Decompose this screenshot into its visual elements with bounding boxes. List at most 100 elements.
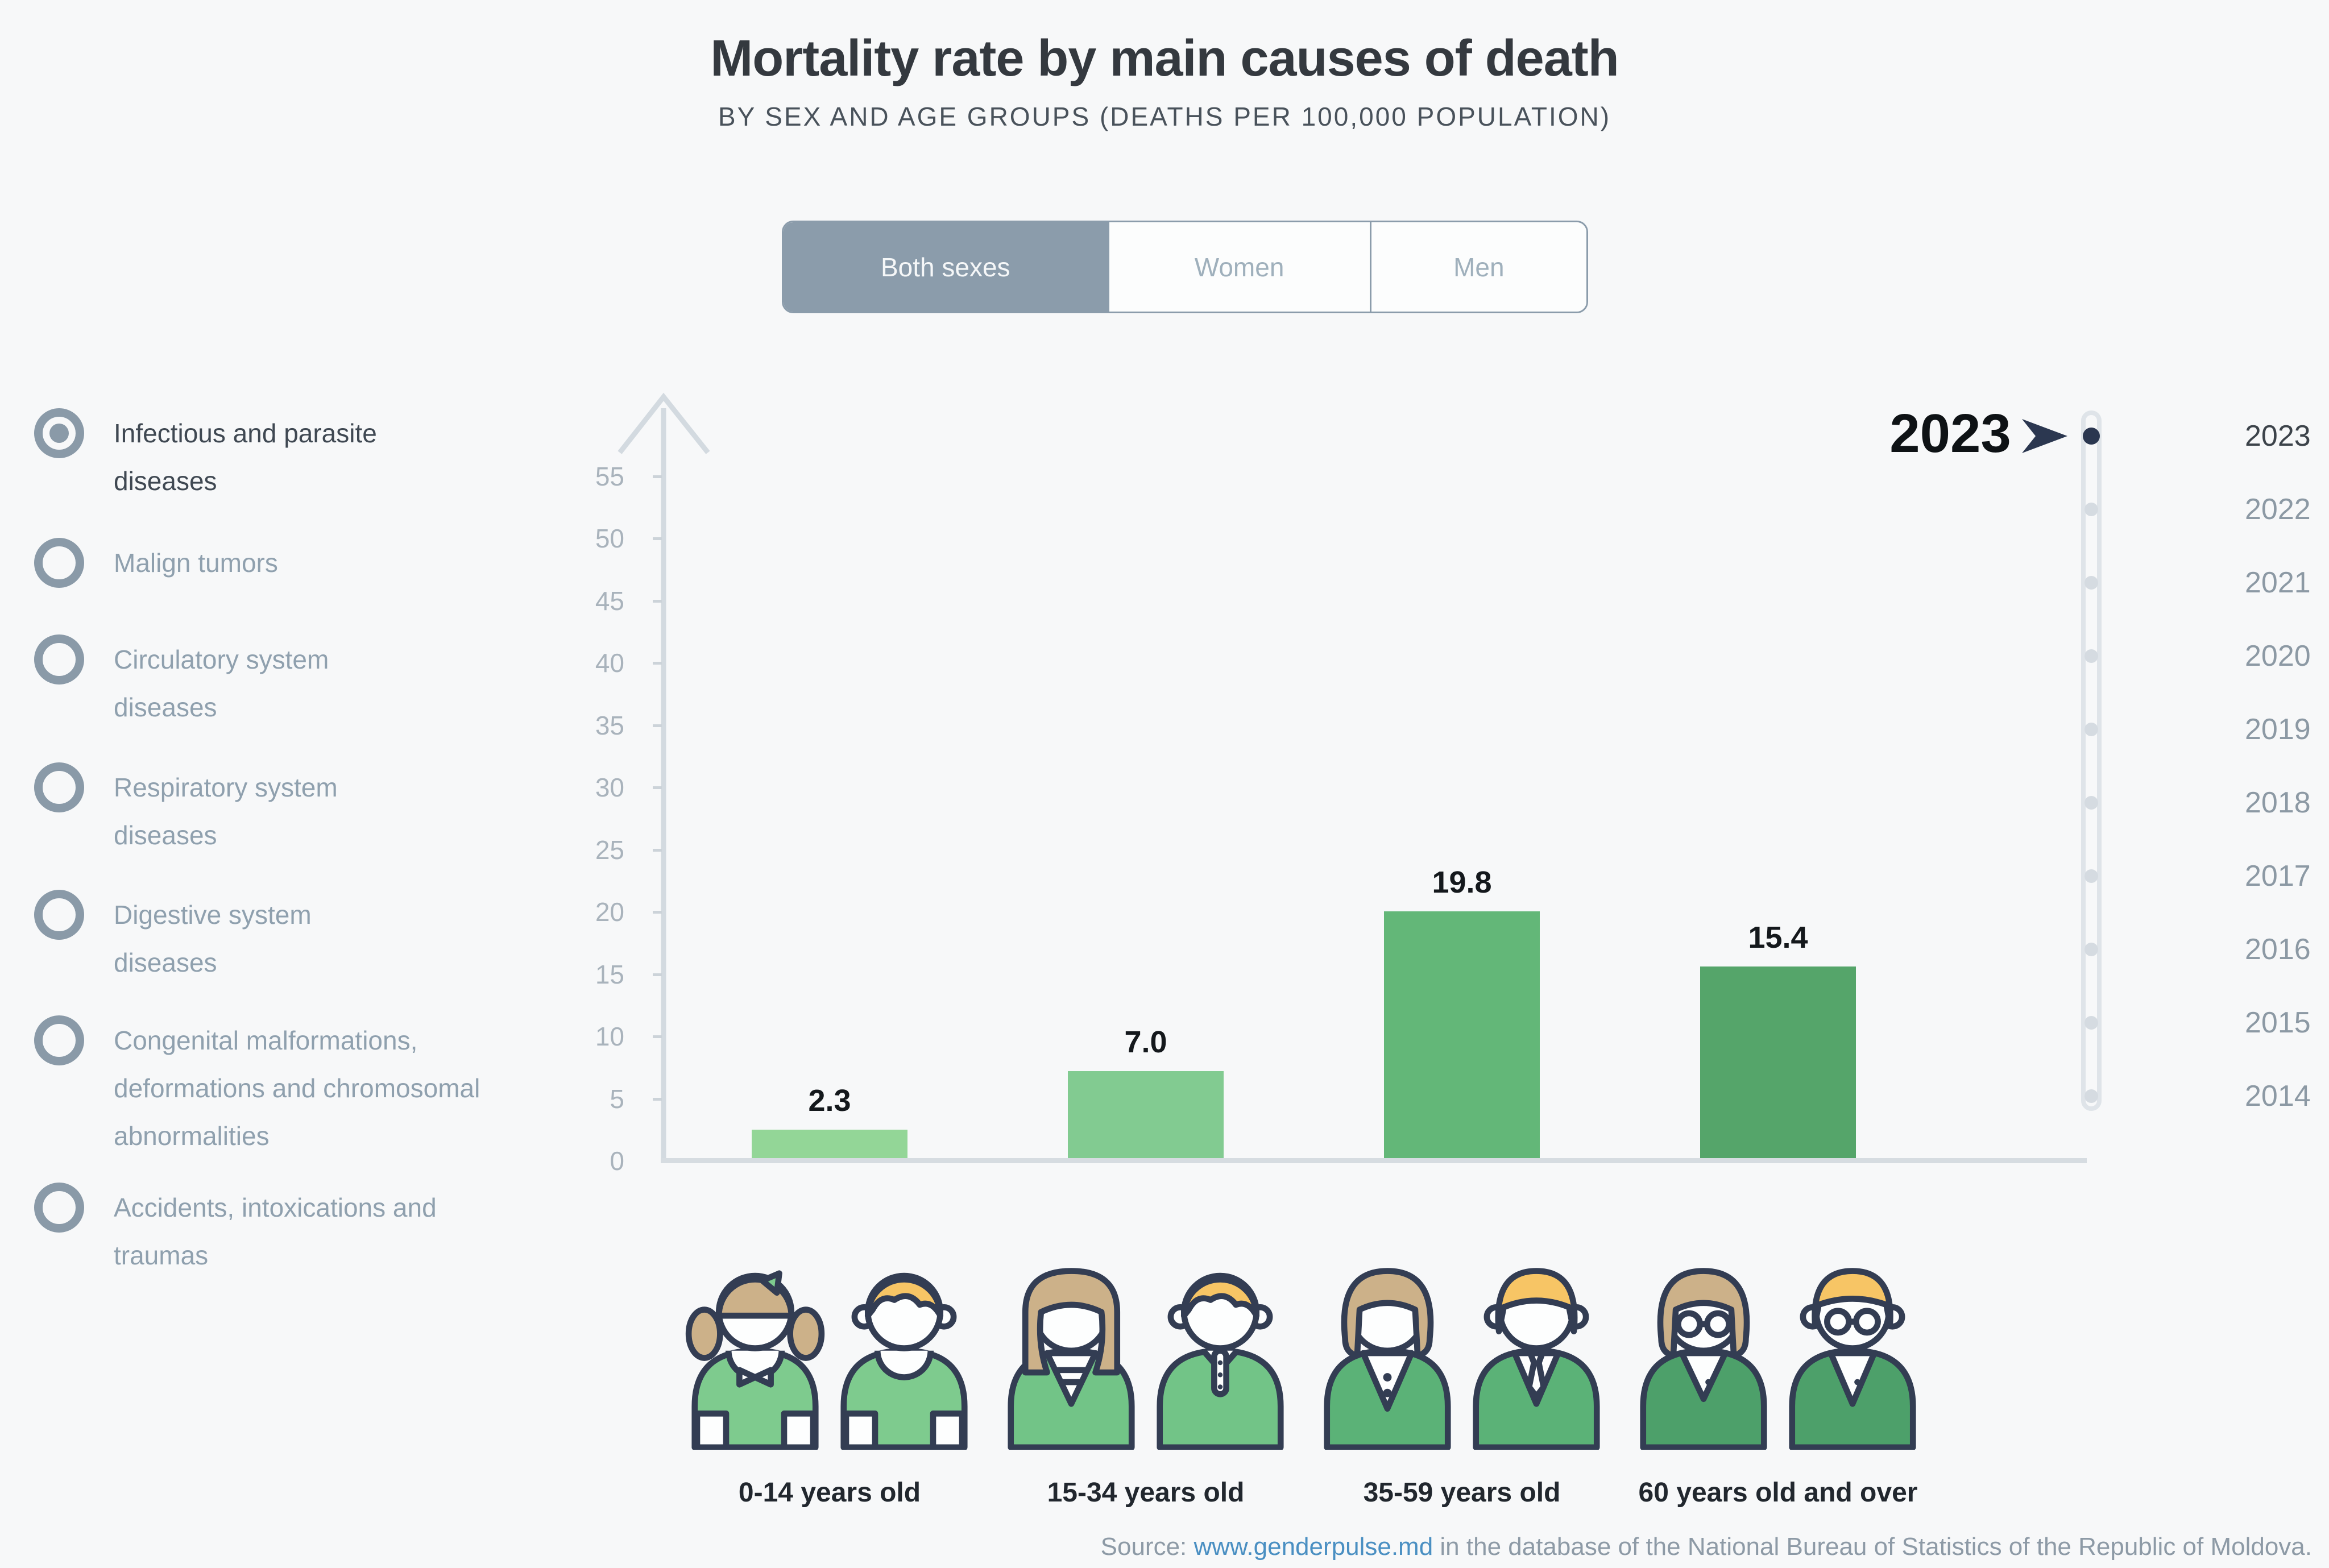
- timeline-dot-2019[interactable]: [2085, 723, 2098, 736]
- cause-malign-tumors-radio[interactable]: Malign tumors: [34, 538, 278, 588]
- y-tick-label: 20: [595, 897, 624, 927]
- y-tick-mark: [653, 475, 662, 478]
- senior-woman-icon: [1640, 1268, 1767, 1450]
- cause-label: Malign tumors: [114, 548, 278, 578]
- y-tick-mark: [653, 973, 662, 976]
- bar-15-34: [1068, 1071, 1224, 1158]
- age-label-60-over: 60 years old and over: [1638, 1478, 1918, 1508]
- y-tick-label: 30: [595, 773, 624, 802]
- timeline-dot-2020[interactable]: [2085, 649, 2098, 663]
- page-subtitle: BY SEX AND AGE GROUPS (DEATHS PER 100,00…: [718, 102, 1611, 131]
- radio-icon: [34, 762, 84, 812]
- y-tick-label: 15: [595, 959, 624, 989]
- y-axis-arrow-icon: [618, 392, 710, 1161]
- age-group-35-59: 35-59 years old: [1308, 1256, 1615, 1508]
- cause-circulatory-radio[interactable]: Circulatory system diseases: [34, 634, 409, 731]
- cause-congenital-radio[interactable]: Congenital malformations, deformations a…: [34, 1015, 512, 1160]
- bar-value: 7.0: [1124, 1025, 1167, 1059]
- y-tick-mark: [653, 724, 662, 727]
- y-tick-mark: [653, 786, 662, 789]
- source-line: Source: www.genderpulse.md in the databa…: [1101, 1533, 2312, 1561]
- age-group-0-14: 0-14 years old: [676, 1256, 983, 1508]
- y-tick-label: 45: [595, 586, 624, 616]
- play-arrow-icon[interactable]: [2022, 418, 2070, 454]
- source-suffix: in the database of the National Bureau o…: [1433, 1533, 2312, 1561]
- timeline-year-2015[interactable]: 2015: [2245, 1006, 2311, 1039]
- timeline-year-2019[interactable]: 2019: [2245, 713, 2311, 746]
- y-tick-label: 50: [595, 524, 624, 553]
- timeline-year-2023[interactable]: 2023: [2245, 420, 2311, 453]
- timeline-track[interactable]: [2081, 410, 2102, 1111]
- bar-col-0-14: 2.3: [752, 1083, 907, 1158]
- radio-icon: [34, 634, 84, 685]
- cause-infectious-radio[interactable]: Infectious and parasite diseases: [34, 408, 432, 505]
- cause-label: Circulatory system diseases: [114, 645, 329, 722]
- y-tick-mark: [653, 599, 662, 603]
- cause-label: Digestive system diseases: [114, 900, 312, 977]
- age-group-60-over: 60 years old and over: [1625, 1256, 1932, 1508]
- bar-value: 2.3: [808, 1084, 851, 1118]
- tab-women[interactable]: Women: [1107, 222, 1370, 312]
- bar-col-35-59: 19.8: [1384, 865, 1540, 1158]
- radio-icon: [34, 1015, 84, 1065]
- cause-label: Respiratory system diseases: [114, 773, 338, 850]
- bar-value: 15.4: [1748, 920, 1808, 955]
- cause-label: Infectious and parasite diseases: [114, 418, 377, 496]
- timeline-year-2021[interactable]: 2021: [2245, 566, 2311, 599]
- radio-icon: [34, 890, 84, 940]
- cause-accidents-radio[interactable]: Accidents, intoxications and traumas: [34, 1183, 489, 1279]
- timeline-year-2018[interactable]: 2018: [2245, 786, 2311, 819]
- timeline-dot-2015[interactable]: [2085, 1016, 2098, 1030]
- timeline-dot-2021[interactable]: [2085, 576, 2098, 590]
- boy-icon: [840, 1272, 968, 1450]
- y-tick-label: 35: [595, 710, 624, 740]
- timeline-dot-2018[interactable]: [2085, 796, 2098, 810]
- timeline-dot-2014[interactable]: [2085, 1089, 2098, 1103]
- timeline-dot-2023[interactable]: [2083, 428, 2100, 445]
- adult-woman-icon: [1324, 1268, 1451, 1450]
- adult-man-icon: [1473, 1268, 1600, 1450]
- cause-label: Accidents, intoxications and traumas: [114, 1193, 437, 1270]
- timeline-year-2020[interactable]: 2020: [2245, 640, 2311, 673]
- radio-icon: [34, 1183, 84, 1233]
- bar-col-60-over: 15.4: [1700, 920, 1856, 1158]
- timeline-dot-2022[interactable]: [2085, 503, 2098, 516]
- timeline-dot-2016[interactable]: [2085, 943, 2098, 956]
- y-axis-tick-labels: 55 50 45 40 35 30 25 20 15 10 5 0: [499, 0, 624, 1568]
- cause-digestive-radio[interactable]: Digestive system diseases: [34, 890, 409, 986]
- bar-35-59: [1384, 911, 1540, 1158]
- timeline-year-2016[interactable]: 2016: [2245, 933, 2311, 966]
- timeline-year-2022[interactable]: 2022: [2245, 493, 2311, 526]
- age-label-0-14: 0-14 years old: [738, 1478, 921, 1508]
- cause-respiratory-radio[interactable]: Respiratory system diseases: [34, 762, 409, 859]
- tab-both-sexes[interactable]: Both sexes: [784, 222, 1108, 312]
- bar-60-over: [1700, 966, 1856, 1158]
- timeline-year-2014[interactable]: 2014: [2245, 1080, 2311, 1113]
- y-tick-label: 55: [595, 461, 624, 491]
- x-axis-line: [661, 1158, 2087, 1163]
- y-tick-label: 40: [595, 648, 624, 678]
- y-tick-label: 10: [595, 1022, 624, 1051]
- age-label-15-34: 15-34 years old: [1047, 1478, 1245, 1508]
- girl-icon: [685, 1270, 825, 1450]
- timeline-dot-2017[interactable]: [2085, 869, 2098, 883]
- source-link[interactable]: www.genderpulse.md: [1193, 1533, 1433, 1561]
- y-tick-label: 0: [610, 1146, 624, 1176]
- selected-year-label: 2023: [1889, 403, 2011, 464]
- y-tick-label: 25: [595, 835, 624, 865]
- bar-0-14: [752, 1130, 907, 1158]
- y-tick-mark: [653, 1035, 662, 1038]
- cause-label: Congenital malformations, deformations a…: [114, 1026, 480, 1151]
- bar-col-15-34: 7.0: [1068, 1024, 1224, 1158]
- timeline-year-2017[interactable]: 2017: [2245, 860, 2311, 893]
- tab-men[interactable]: Men: [1369, 222, 1586, 312]
- y-tick-mark: [653, 662, 662, 665]
- y-tick-mark: [653, 848, 662, 852]
- page-title: Mortality rate by main causes of death: [710, 30, 1619, 87]
- y-tick-mark: [653, 1097, 662, 1101]
- y-tick-mark: [653, 911, 662, 914]
- source-prefix: Source:: [1100, 1533, 1194, 1561]
- radio-icon: [34, 538, 84, 588]
- bar-value: 19.8: [1432, 865, 1492, 899]
- radio-icon: [34, 408, 84, 458]
